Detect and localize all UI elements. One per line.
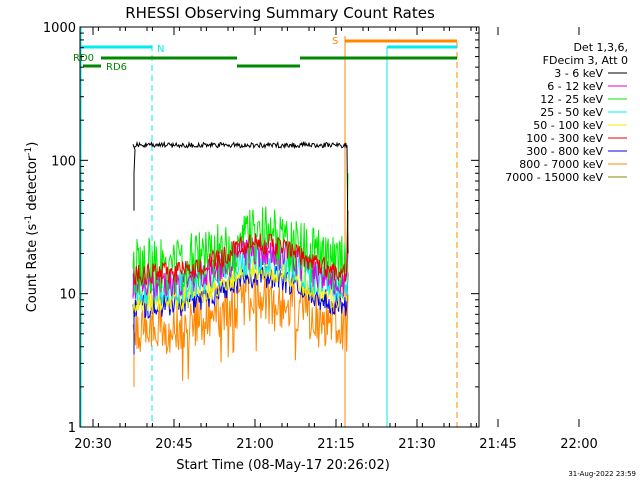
legend-entry-label: 800 - 7000 keV [519, 158, 603, 171]
flag-label: RD6 [106, 62, 127, 73]
legend-entry-label: 25 - 50 keV [540, 106, 603, 119]
legend-entry-label: 50 - 100 keV [533, 119, 603, 132]
x-tick-label: 21:15 [317, 437, 354, 452]
series-line [132, 210, 349, 286]
x-axis-label: Start Time (08-May-17 20:26:02) [176, 458, 390, 473]
flag-label: RD0 [73, 53, 94, 64]
y-tick-label: 10 [59, 288, 76, 303]
y-tick-label: 100 [51, 154, 76, 169]
series-line [132, 272, 349, 387]
legend-entry-label: 12 - 25 keV [540, 93, 603, 106]
flag-label: N [157, 44, 164, 55]
x-tick-label: 20:45 [155, 437, 192, 452]
flag-label: S [332, 36, 338, 47]
data-layer: N S RD0 RD6 [73, 27, 458, 427]
x-tick-label: 21:30 [398, 437, 435, 452]
legend-header-line-1: Det 1,3,6, [573, 41, 628, 54]
series-line [132, 140, 349, 254]
legend-entry-label: 100 - 300 keV [526, 132, 603, 145]
legend-entry-label: 300 - 800 keV [526, 145, 603, 158]
footer-timestamp: 31-Aug-2022 23:59 [568, 470, 636, 478]
x-tick-label: 22:00 [560, 437, 597, 452]
x-tick-label: 21:00 [236, 437, 273, 452]
plot-frame [79, 26, 480, 428]
axis-layer: 1 10 100 1000 20:30 20:45 21:00 21:15 21:30 21:45… [43, 21, 598, 452]
legend-header-line-2: FDecim 3, Att 0 [543, 54, 628, 67]
legend-entry-label: 7000 - 15000 keV [505, 171, 603, 184]
legend-entry-label: 6 - 12 keV [547, 80, 603, 93]
x-tick-label: 21:45 [479, 437, 516, 452]
y-tick-label: 1000 [43, 21, 76, 36]
series-line [132, 173, 349, 295]
y-axis-label: Count Rate (s-1 detector-1) [24, 142, 40, 313]
x-tick-label: 20:30 [74, 437, 111, 452]
legend-entry-label: 3 - 6 keV [554, 67, 603, 80]
chart-title: RHESSI Observing Summary Count Rates [125, 4, 435, 22]
y-tick-label: 1 [68, 421, 76, 436]
